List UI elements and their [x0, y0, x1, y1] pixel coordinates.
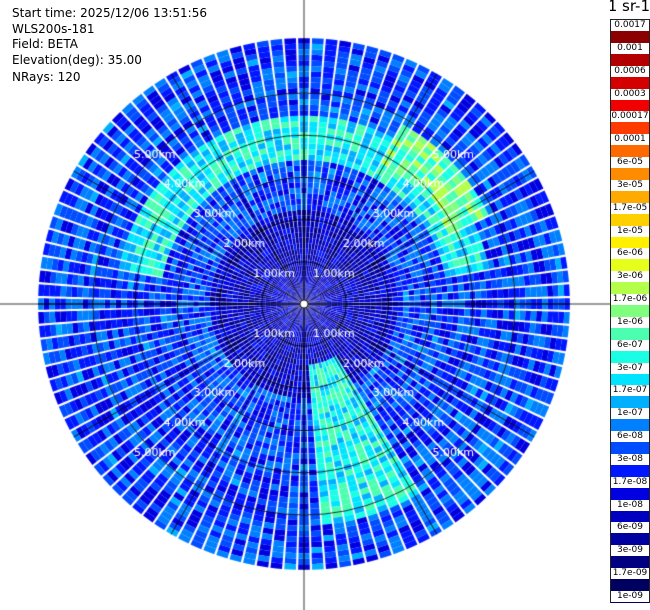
nrays-label: NRays: 120: [12, 70, 81, 84]
start-time-label: Start time: 2025/12/06 13:51:56: [12, 6, 207, 20]
ppi-scan-plot: [0, 0, 610, 610]
field-label: Field: BETA: [12, 37, 78, 51]
colorbar: 0.0017 0.001 0.0006 0.0003 0.00017 0.0001 6e-0…: [610, 19, 650, 603]
colorbar-tick-label: 1e-07: [611, 408, 649, 420]
colorbar-tick-label: 6e-08: [611, 431, 649, 443]
colorbar-tick-label: 1.7e-08: [611, 476, 649, 488]
colorbar-tick-label: 1e-09: [611, 591, 649, 602]
colorbar-tick-label: 1e-05: [611, 225, 649, 237]
colorbar-tick-label: 6e-09: [611, 522, 649, 534]
colorbar-tick-label: 1.7e-07: [611, 385, 649, 397]
instrument-label: WLS200s-181: [12, 22, 95, 36]
colorbar-tick-label: 1.7e-09: [611, 568, 649, 580]
colorbar-tick-label: 6e-05: [611, 157, 649, 169]
colorbar-tick-label: 3e-08: [611, 453, 649, 465]
colorbar-tick-label: 1.7e-06: [611, 294, 649, 306]
colorbar-tick-label: 0.001: [611, 42, 649, 54]
colorbar-tick-label: 6e-07: [611, 339, 649, 351]
colorbar-title: m-1 sr-1: [610, 0, 650, 15]
colorbar-tick-label: 3e-05: [611, 179, 649, 191]
colorbar-tick-label: 6e-06: [611, 248, 649, 260]
colorbar-tick-label: 0.0003: [611, 88, 649, 100]
colorbar-tick-label: 3e-09: [611, 545, 649, 557]
colorbar-tick-label: 1e-08: [611, 499, 649, 511]
colorbar-tick-label: 1.7e-05: [611, 202, 649, 214]
colorbar-tick-label: 0.0006: [611, 65, 649, 77]
colorbar-tick-label: 0.0017: [611, 20, 649, 31]
colorbar-tick-label: 0.00017: [611, 111, 649, 123]
colorbar-tick-label: 3e-07: [611, 362, 649, 374]
elevation-label: Elevation(deg): 35.00: [12, 53, 142, 67]
colorbar-tick-label: 0.0001: [611, 134, 649, 146]
colorbar-tick-label: 1e-06: [611, 316, 649, 328]
colorbar-tick-label: 3e-06: [611, 271, 649, 283]
